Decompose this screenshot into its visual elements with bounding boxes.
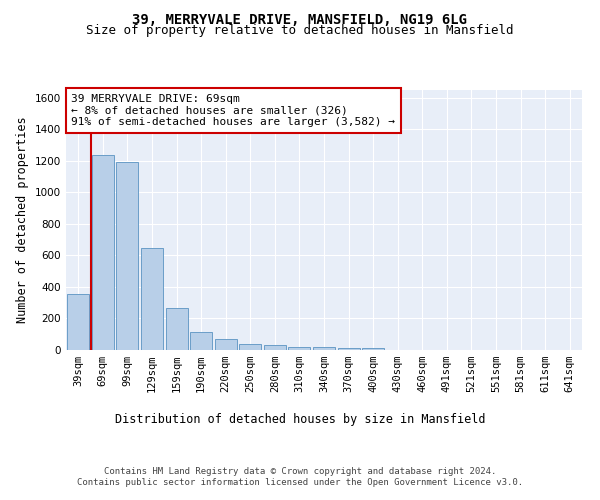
Bar (313, 347, 335, 350)
Bar (190, 332, 212, 350)
Bar (92, 154, 114, 350)
Bar (362, 348, 384, 350)
Bar (338, 348, 359, 350)
Y-axis label: Number of detached properties: Number of detached properties (16, 116, 29, 324)
Bar (116, 162, 139, 350)
Text: Contains HM Land Registry data © Crown copyright and database right 2024.
Contai: Contains HM Land Registry data © Crown c… (77, 468, 523, 487)
Bar (239, 344, 262, 350)
Bar (141, 248, 163, 350)
Bar (264, 346, 286, 350)
Text: 39 MERRYVALE DRIVE: 69sqm
← 8% of detached houses are smaller (326)
91% of semi-: 39 MERRYVALE DRIVE: 69sqm ← 8% of detach… (71, 94, 395, 127)
Bar (166, 308, 188, 350)
Bar (67, 294, 89, 350)
Bar (289, 347, 310, 350)
Bar (215, 339, 237, 350)
Text: 39, MERRYVALE DRIVE, MANSFIELD, NG19 6LG: 39, MERRYVALE DRIVE, MANSFIELD, NG19 6LG (133, 12, 467, 26)
Text: Distribution of detached houses by size in Mansfield: Distribution of detached houses by size … (115, 412, 485, 426)
Text: Size of property relative to detached houses in Mansfield: Size of property relative to detached ho… (86, 24, 514, 37)
